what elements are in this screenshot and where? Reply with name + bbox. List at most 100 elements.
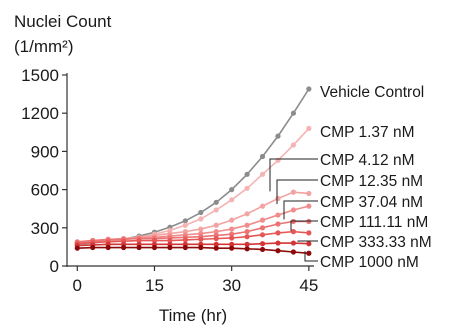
data-point [259,203,266,209]
axes: 0 300 600 900 1200 1500 0 15 30 45 [21,66,318,295]
data-point [306,125,312,132]
data-point [229,217,235,223]
data-point [182,222,188,228]
series-connector [283,200,318,220]
y-axis-title-line1: Nuclei Count [14,12,112,31]
data-point [259,171,266,177]
data-point [229,235,235,241]
series-line [77,127,310,245]
data-point [182,237,188,243]
series-label: CMP 333.33 nM [320,234,432,251]
series-label: CMP 12.35 nM [320,173,423,190]
data-point [74,245,80,251]
data-point [259,217,266,223]
data-point [306,241,312,247]
data-point [275,248,281,254]
data-point [244,246,250,252]
data-point [229,187,235,193]
data-point [182,218,188,224]
series-label: CMP 1000 nM [320,254,419,271]
data-point [259,232,266,238]
data-point [198,244,204,251]
data-point [259,246,266,253]
data-point [244,241,250,247]
data-point [213,245,219,251]
data-point [121,244,127,251]
y-tick-label: 0 [50,257,59,276]
series-connector [304,251,318,262]
data-point [290,189,297,195]
data-point [213,236,219,242]
y-tick-label: 1500 [21,66,59,85]
x-tick-label: 0 [73,276,82,295]
data-point [244,185,250,191]
x-tick-label: 45 [299,276,318,295]
series-2 [74,125,312,247]
data-point [259,225,266,231]
data-point [259,241,266,247]
data-point [229,231,235,237]
series-connector [297,240,318,242]
y-tick-label: 600 [31,181,59,200]
data-point [151,237,158,244]
data-point [213,207,219,213]
y-tick-label: 300 [31,219,59,238]
data-point [275,230,281,236]
series-line [77,230,309,245]
data-point [275,240,281,246]
data-point [275,157,281,163]
data-point [229,245,235,251]
data-point [229,197,235,203]
data-point [213,222,219,228]
data-point [213,229,219,235]
data-point [275,212,281,218]
data-point [306,250,312,256]
data-point [198,236,204,242]
data-point [306,230,312,236]
series-line [77,220,309,243]
series-line [77,242,309,247]
data-point [275,195,281,202]
data-point [290,207,297,213]
series-line [77,246,309,255]
x-tick-label: 30 [222,276,241,295]
data-point [290,110,297,116]
series-labels: Vehicle Control CMP 1.37 nM CMP 4.12 nM CMP… [269,84,432,271]
series-connector [290,220,318,231]
data-point [198,209,204,216]
x-tick-label: 15 [145,276,164,295]
series-label: CMP 37.04 nM [320,194,423,211]
data-point [213,241,219,247]
data-point [290,249,297,255]
data-point [105,244,111,251]
data-point [244,211,250,217]
series-connector [269,158,318,192]
data-point [198,226,204,232]
data-point [229,241,235,247]
series-connector [276,179,318,205]
data-point [244,234,250,240]
series-layer [74,86,312,256]
data-point [198,216,204,222]
data-point [167,244,173,251]
data-point [259,153,266,160]
data-point [136,244,142,251]
series-line [77,88,310,246]
data-point [136,237,142,244]
data-point [213,199,219,205]
data-point [90,244,96,251]
data-point [306,190,312,197]
data-point [290,142,297,148]
data-point [275,221,281,227]
series-8 [74,244,312,256]
data-point [290,240,297,246]
data-point [275,133,281,139]
series-label: CMP 111.11 nM [320,214,428,231]
data-point [306,86,312,92]
data-point [244,229,250,235]
data-point [306,203,312,209]
y-tick-label: 900 [31,142,59,161]
data-point [244,171,250,177]
data-point [167,237,173,244]
